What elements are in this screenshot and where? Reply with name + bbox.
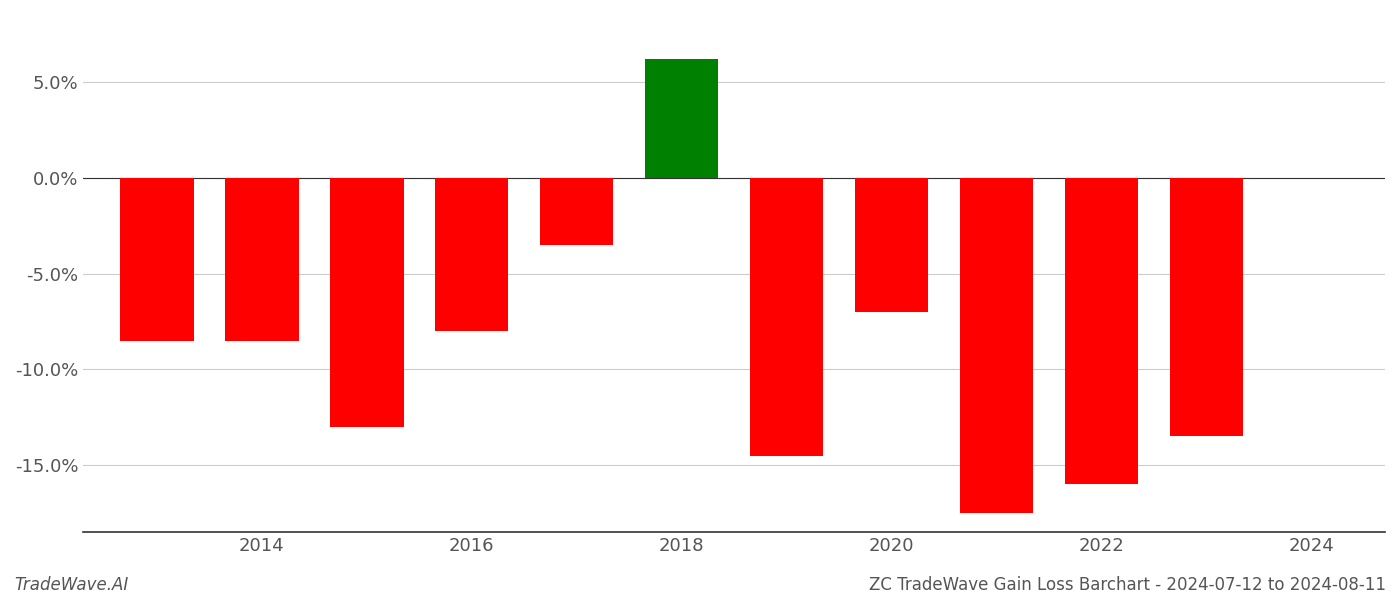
Bar: [225, 178, 298, 341]
Bar: [435, 178, 508, 331]
Bar: [120, 178, 193, 341]
Bar: [540, 178, 613, 245]
Bar: [855, 178, 928, 312]
Bar: [960, 178, 1033, 513]
Text: TradeWave.AI: TradeWave.AI: [14, 576, 129, 594]
Bar: [330, 178, 403, 427]
Bar: [1170, 178, 1243, 436]
Bar: [1065, 178, 1138, 484]
Bar: [750, 178, 823, 455]
Bar: [645, 59, 718, 178]
Text: ZC TradeWave Gain Loss Barchart - 2024-07-12 to 2024-08-11: ZC TradeWave Gain Loss Barchart - 2024-0…: [869, 576, 1386, 594]
